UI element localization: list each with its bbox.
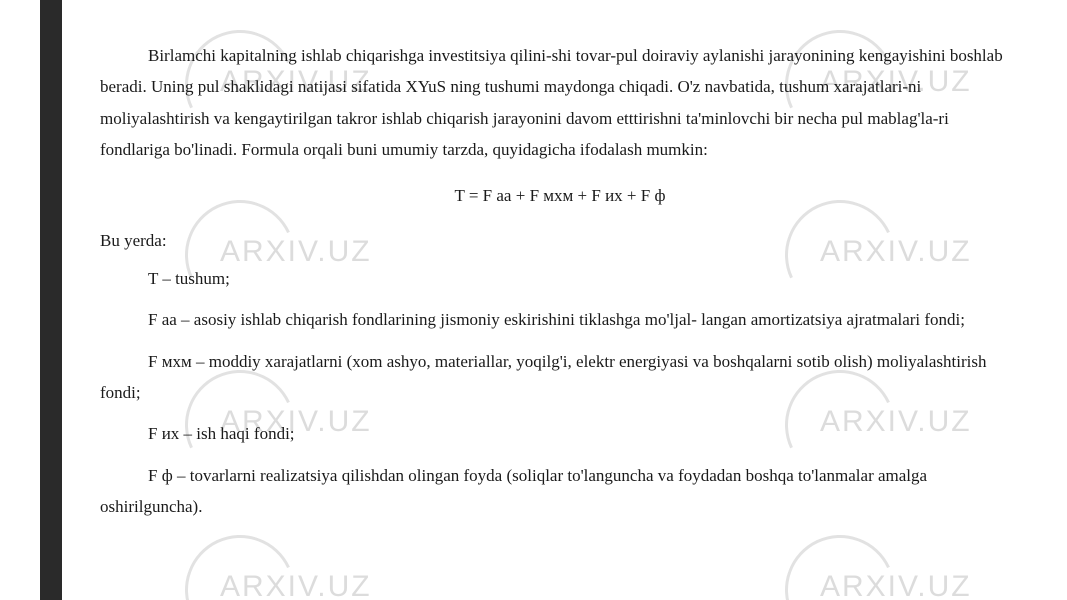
- watermark-text: ARXIV.UZ: [820, 570, 972, 600]
- watermark-text: ARXIV.UZ: [220, 570, 372, 600]
- definition-item: F ф – tovarlarni realizatsiya qilishdan …: [100, 460, 1020, 523]
- definition-item: F их – ish haqi fondi;: [100, 418, 1020, 449]
- left-accent-bar: [40, 0, 62, 600]
- definition-item: F aa – asosiy ishlab chiqarish fondlarin…: [100, 304, 1020, 335]
- label-bu-yerda: Bu yerda:: [100, 225, 1020, 256]
- paragraph-main: Birlamchi kapitalning ishlab chiqarishga…: [100, 40, 1020, 166]
- equation: T = F аа + F мхм + F их + F ф: [100, 180, 1020, 211]
- definition-item: T – tushum;: [100, 263, 1020, 294]
- document-body: Birlamchi kapitalning ishlab chiqarishga…: [100, 40, 1020, 533]
- definition-item: F мхм – moddiy xarajatlarni (xom ashyo, …: [100, 346, 1020, 409]
